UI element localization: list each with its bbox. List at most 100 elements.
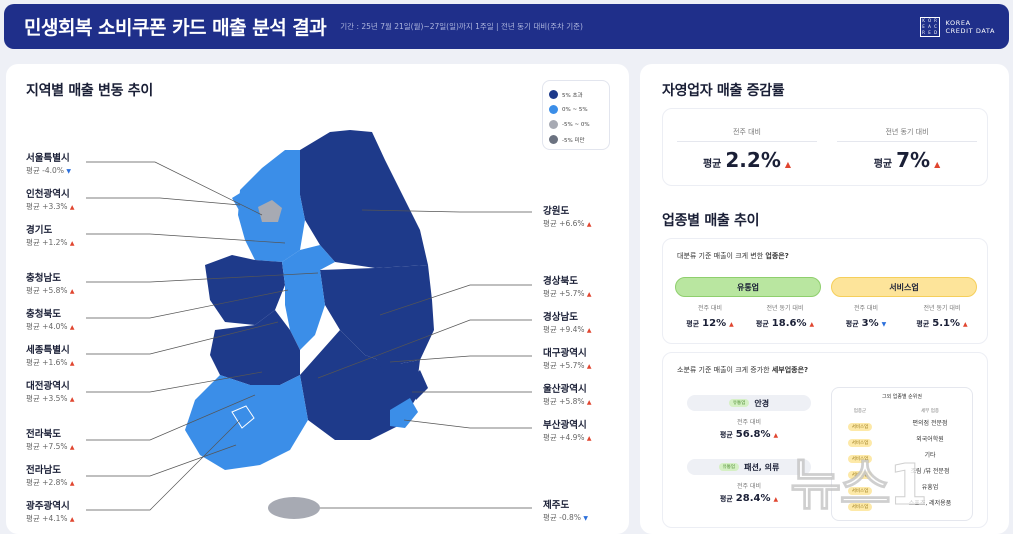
legend-item: -5% ~ 0%	[549, 117, 603, 132]
page-header: 민생회복 소비쿠폰 카드 매출 분석 결과 기간 : 25년 7월 21일(월)…	[4, 4, 1009, 49]
rank-row-name: 스포츠, 레저용품	[908, 499, 952, 507]
retail-weekly: 전주 대비 평균 12% ▲	[686, 305, 734, 329]
up-arrow-icon: ▲	[729, 321, 734, 328]
region-label-gyeongbuk: 경상북도 평균 +5.7% ▲	[543, 276, 592, 298]
up-arrow-icon: ▲	[586, 327, 592, 334]
category-pill-service: 서비스업	[831, 277, 977, 297]
map-region-chungbuk	[282, 245, 335, 350]
rank-row-name: 편의점 전문점	[912, 419, 948, 427]
up-arrow-icon: ▲	[69, 240, 75, 247]
map-region-chungnam	[205, 255, 285, 325]
rank-row: 서비스업 기타	[832, 446, 972, 463]
region-label-daegu: 대구광역시 평균 +5.7% ▲	[543, 348, 592, 370]
up-arrow-icon: ▲	[934, 160, 941, 169]
up-arrow-icon: ▲	[69, 288, 75, 295]
up-arrow-icon: ▲	[69, 324, 75, 331]
up-arrow-icon: ▲	[586, 399, 592, 406]
region-label-gyeonggi: 경기도 평균 +1.2% ▲	[26, 225, 75, 247]
map-region-jeju	[268, 497, 320, 519]
industry-question-1: 대분류 기준 매출이 크게 변한 업종은?	[677, 252, 789, 260]
region-label-chungbuk: 충청북도 평균 +4.0% ▲	[26, 309, 75, 331]
tag-service: 서비스업	[847, 438, 873, 447]
page-title: 민생회복 소비쿠폰 카드 매출 분석 결과	[24, 17, 327, 39]
self-employed-title: 자영업자 매출 증감률	[662, 83, 785, 99]
legend-item: -5% 미만	[549, 132, 603, 147]
map-region-gwangju	[231, 405, 255, 429]
up-arrow-icon: ▲	[773, 432, 779, 439]
up-arrow-icon: ▲	[809, 321, 815, 328]
watermark-logo: 뉴스1	[789, 453, 928, 519]
region-label-jeju: 제주도 평균 -0.8% ▼	[543, 500, 588, 522]
down-arrow-icon: ▼	[881, 321, 887, 328]
up-arrow-icon: ▲	[69, 516, 75, 523]
legend-dot-icon	[549, 120, 558, 129]
map-region-gangwon	[300, 130, 428, 268]
sub-item-pill: 유통업 패션, 의류	[687, 459, 811, 475]
map-region-seoul	[258, 200, 282, 222]
tag-retail: 유통업	[718, 463, 740, 471]
tag-service: 서비스업	[847, 422, 873, 431]
up-arrow-icon: ▲	[69, 204, 75, 211]
region-label-daejeon: 대전광역시 평균 +3.5% ▲	[26, 381, 75, 403]
region-label-chungnam: 충청남도 평균 +5.8% ▲	[26, 273, 75, 295]
stat-yearly: 전년 동기 대비 평균 7% ▲	[837, 127, 977, 172]
tag-service: 서비스업	[847, 502, 873, 511]
up-arrow-icon: ▲	[69, 360, 75, 367]
legend-item: 0% ~ 5%	[549, 102, 603, 117]
rank-row: 서비스업 편의점 전문점	[832, 414, 972, 431]
region-label-gwangju: 광주광역시 평균 +4.1% ▲	[26, 501, 75, 523]
region-label-jeonbuk: 전라북도 평균 +7.5% ▲	[26, 429, 75, 451]
korea-map	[86, 130, 532, 519]
region-label-gangwon: 강원도 평균 +6.6% ▲	[543, 206, 592, 228]
sub-item-value: 평균 56.8% ▲	[719, 429, 779, 440]
region-label-seoul: 서울특별시 평균 -4.0% ▼	[26, 153, 71, 175]
region-label-gyeongnam: 경상남도 평균 +9.4% ▲	[543, 312, 592, 334]
tag-service: 서비스업	[847, 470, 873, 479]
industry-card-main: 대분류 기준 매출이 크게 변한 업종은? 유통업 서비스업 전주 대비 평균 1…	[662, 238, 988, 344]
industry-card-sub: 소분류 기준 매출이 크게 증가한 세부업종은? 유통업 안경 전주 대비 평균…	[662, 352, 988, 528]
industry-question-2: 소분류 기준 매출이 크게 증가한 세부업종은?	[677, 366, 809, 374]
tag-service: 서비스업	[847, 454, 873, 463]
service-yearly: 전년 동기 대비 평균 5.1% ▲	[916, 305, 968, 329]
up-arrow-icon: ▲	[69, 444, 75, 451]
up-arrow-icon: ▲	[586, 435, 592, 442]
retail-yearly: 전년 동기 대비 평균 18.6% ▲	[755, 305, 815, 329]
region-label-jeonnam: 전라남도 평균 +2.8% ▲	[26, 465, 75, 487]
legend-dot-icon	[549, 135, 558, 144]
map-region-gyeongbuk	[320, 265, 434, 365]
map-legend: 5% 초과 0% ~ 5% -5% ~ 0% -5% 미만	[542, 80, 610, 150]
rank-row: 서비스업 스포츠, 레저용품	[832, 494, 972, 511]
industry-title: 업종별 매출 추이	[662, 213, 760, 229]
service-weekly: 전주 대비 평균 3% ▼	[845, 305, 887, 329]
region-label-busan: 부산광역시 평균 +4.9% ▲	[543, 420, 592, 442]
tag-retail: 유통업	[728, 399, 750, 407]
region-label-ulsan: 울산광역시 평균 +5.8% ▲	[543, 384, 592, 406]
up-arrow-icon: ▲	[963, 321, 968, 328]
up-arrow-icon: ▲	[784, 160, 792, 169]
self-employed-card: 전주 대비 평균 2.2% ▲ 전년 동기 대비 평균 7% ▲	[662, 108, 988, 186]
sub-item-value: 평균 28.4% ▲	[719, 493, 779, 504]
sub-item-pill: 유통업 안경	[687, 395, 811, 411]
rank-row: 서비스업 유흥업	[832, 478, 972, 495]
rank-row-name: 조림 /뷰 전문점	[910, 467, 950, 475]
region-label-incheon: 인천광역시 평균 +3.3% ▲	[26, 189, 75, 211]
rank-table: 그외 업종별 순위권 업종군 세부 업종 서비스업 편의점 전문점 서비스업 외국어학…	[831, 387, 973, 521]
down-arrow-icon: ▼	[583, 515, 588, 522]
up-arrow-icon: ▲	[69, 480, 75, 487]
map-region-jeonbuk	[210, 310, 300, 385]
category-pill-retail: 유통업	[675, 277, 821, 297]
rank-row-name: 외국어학원	[916, 435, 944, 443]
stat-weekly: 전주 대비 평균 2.2% ▲	[677, 127, 817, 172]
rank-row: 서비스업 조림 /뷰 전문점	[832, 462, 972, 479]
legend-dot-icon	[549, 90, 558, 99]
legend-dot-icon	[549, 105, 558, 114]
region-label-sejong: 세종특별시 평균 +1.6% ▲	[26, 345, 75, 367]
map-region-ulsan	[405, 370, 428, 400]
up-arrow-icon: ▲	[586, 363, 592, 370]
up-arrow-icon: ▲	[586, 291, 592, 298]
logo-text: KOREA CREDIT DATA	[945, 18, 995, 35]
map-region-daegu	[375, 350, 402, 376]
map-section-title: 지역별 매출 변동 추이	[26, 83, 153, 99]
legend-item: 5% 초과	[549, 87, 603, 102]
